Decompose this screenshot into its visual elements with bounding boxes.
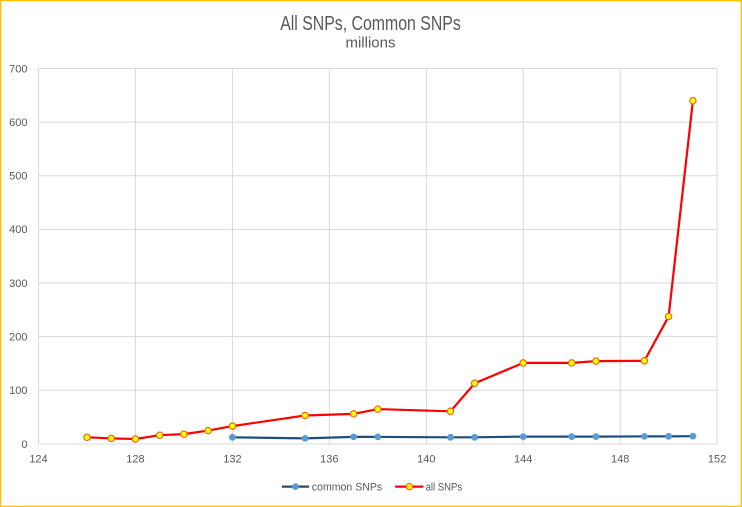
svg-text:128: 128	[126, 454, 144, 466]
svg-text:700: 700	[9, 63, 27, 75]
svg-text:144: 144	[514, 454, 532, 466]
svg-text:All SNPs, Common SNPs: All SNPs, Common SNPs	[280, 13, 461, 35]
svg-text:132: 132	[223, 454, 241, 466]
svg-text:200: 200	[9, 331, 27, 343]
svg-text:136: 136	[320, 454, 338, 466]
svg-text:124: 124	[29, 454, 47, 466]
svg-text:600: 600	[9, 117, 27, 129]
svg-text:140: 140	[417, 454, 435, 466]
svg-text:152: 152	[708, 454, 726, 466]
svg-text:100: 100	[9, 385, 27, 397]
svg-text:300: 300	[9, 278, 27, 290]
svg-text:148: 148	[611, 454, 629, 466]
svg-text:millions: millions	[345, 35, 395, 52]
svg-text:0: 0	[21, 439, 27, 451]
svg-text:all SNPs: all SNPs	[426, 481, 463, 493]
svg-text:common SNPs: common SNPs	[312, 481, 383, 493]
svg-text:500: 500	[9, 171, 27, 183]
svg-text:400: 400	[9, 224, 27, 236]
